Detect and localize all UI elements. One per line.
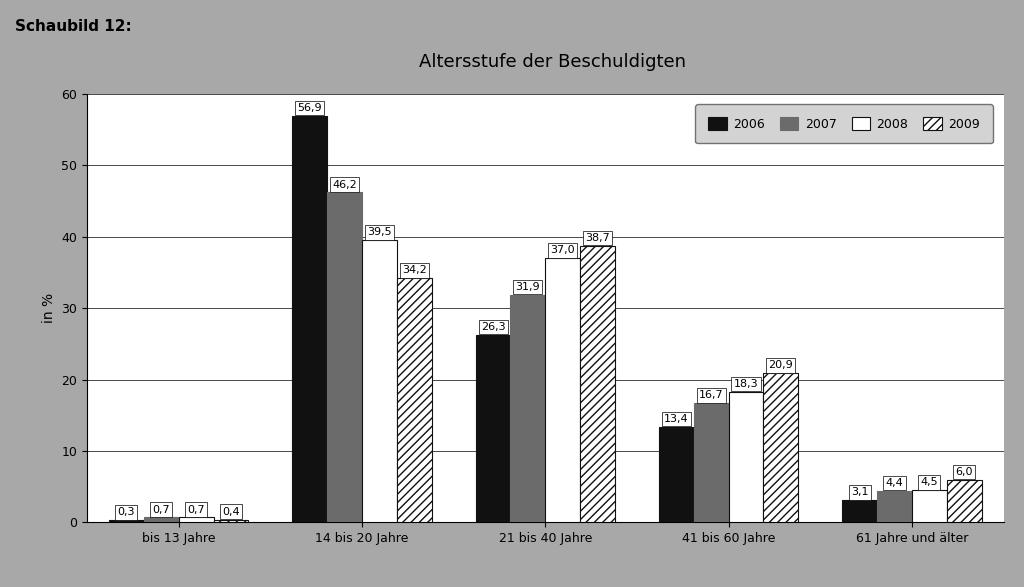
Text: 0,7: 0,7: [153, 505, 170, 515]
Text: Altersstufe der Beschuldigten: Altersstufe der Beschuldigten: [420, 53, 686, 70]
Bar: [764, 373, 799, 522]
Text: 0,3: 0,3: [118, 507, 135, 517]
Bar: [911, 490, 947, 522]
Bar: [510, 295, 546, 522]
Bar: [947, 480, 982, 522]
Bar: [581, 246, 615, 522]
Text: 18,3: 18,3: [733, 379, 759, 389]
Bar: [546, 258, 581, 522]
Text: 46,2: 46,2: [332, 180, 357, 190]
Text: 0,7: 0,7: [187, 505, 205, 515]
Text: 31,9: 31,9: [515, 282, 541, 292]
Text: 20,9: 20,9: [768, 360, 794, 370]
Bar: [475, 335, 510, 522]
Bar: [292, 116, 327, 522]
Text: 3,1: 3,1: [851, 487, 868, 497]
Text: 26,3: 26,3: [480, 322, 506, 332]
Bar: [179, 517, 214, 522]
Bar: [362, 240, 397, 522]
Bar: [658, 427, 693, 522]
Bar: [729, 392, 764, 522]
Bar: [693, 403, 728, 522]
Text: 13,4: 13,4: [664, 414, 689, 424]
Text: 34,2: 34,2: [401, 265, 427, 275]
Y-axis label: in %: in %: [42, 293, 55, 323]
Legend: 2006, 2007, 2008, 2009: 2006, 2007, 2008, 2009: [695, 104, 992, 143]
Text: 0,4: 0,4: [222, 507, 240, 517]
Text: 56,9: 56,9: [297, 103, 323, 113]
Bar: [877, 491, 911, 522]
Bar: [842, 500, 877, 522]
Bar: [397, 278, 432, 522]
Text: 6,0: 6,0: [955, 467, 973, 477]
Bar: [109, 520, 143, 522]
Text: 39,5: 39,5: [367, 228, 392, 238]
Text: 16,7: 16,7: [698, 390, 724, 400]
Bar: [214, 519, 249, 522]
Bar: [143, 517, 179, 522]
Bar: [327, 193, 362, 522]
Text: 4,4: 4,4: [886, 478, 903, 488]
Text: Schaubild 12:: Schaubild 12:: [15, 19, 132, 34]
Text: 38,7: 38,7: [585, 233, 610, 243]
Text: 37,0: 37,0: [550, 245, 575, 255]
Text: 4,5: 4,5: [921, 477, 938, 487]
